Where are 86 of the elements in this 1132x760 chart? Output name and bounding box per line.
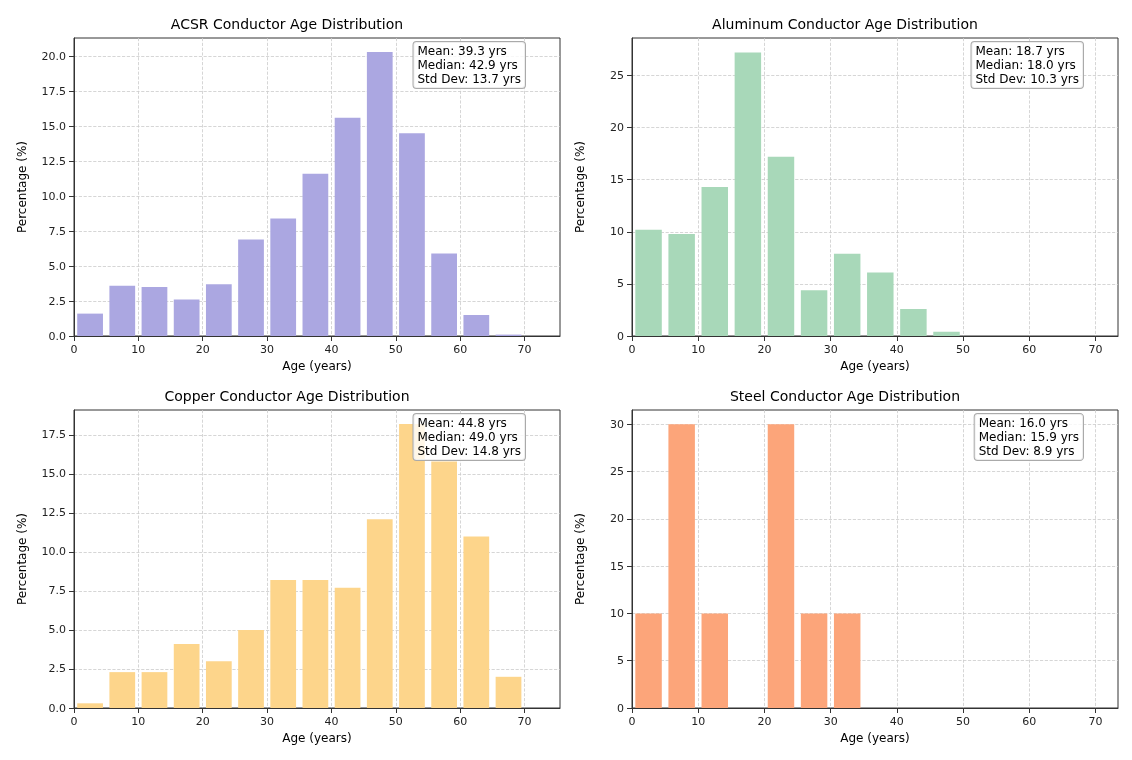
x-tick-label: 20	[195, 715, 210, 728]
annotation: Std Dev: 13.7 yrs	[417, 72, 521, 86]
chart-title: Steel Conductor Age Distribution	[729, 388, 961, 404]
x-tick-label: 50	[388, 343, 403, 356]
x-tick-label: 40	[324, 715, 339, 728]
y-tick-label: 5.0	[48, 259, 66, 273]
y-tick-label: 30	[610, 417, 624, 431]
x-tick-label: 60	[453, 343, 468, 356]
y-tick-label: 0.0	[48, 701, 66, 715]
x-tick-label: 0	[70, 715, 78, 728]
y-tick-label: 17.5	[41, 84, 66, 98]
chart-title: ACSR Conductor Age Distribution	[170, 16, 404, 32]
y-tick-label: 10	[610, 606, 624, 620]
y-tick-label: 25	[610, 69, 624, 83]
y-tick-label: 25	[610, 464, 624, 478]
y-tick-label: 7.5	[48, 224, 66, 238]
x-tick-label: 60	[1022, 343, 1037, 356]
x-tick-label: 50	[956, 343, 971, 356]
annotation: Mean: 44.8 yrs	[417, 416, 507, 430]
x-tick-label: 0	[70, 343, 78, 356]
annotation: Median: 15.9 yrs	[978, 430, 1079, 444]
y-axis-title: Percentage (%)	[573, 512, 587, 606]
y-tick-label: 10.0	[41, 189, 66, 203]
y-tick-label: 15	[610, 173, 624, 187]
y-tick-label: 20.0	[41, 49, 66, 63]
chart-title: Copper Conductor Age Distribution	[164, 388, 410, 404]
x-tick-label: 0	[628, 715, 636, 728]
y-tick-label: 0.0	[48, 329, 66, 343]
x-tick-label: 10	[691, 715, 706, 728]
y-tick-label: 17.5	[41, 428, 66, 442]
y-tick-label: 10.0	[41, 545, 66, 559]
y-axis-title: Percentage (%)	[573, 140, 587, 234]
x-tick-label: 20	[757, 715, 772, 728]
y-axis-title: Percentage (%)	[15, 512, 29, 606]
x-tick-label: 10	[131, 343, 146, 356]
y-tick-label: 5	[617, 277, 624, 291]
chart-title: Aluminum Conductor Age Distribution	[712, 16, 978, 32]
y-tick-label: 5	[617, 654, 624, 668]
x-tick-label: 70	[517, 715, 532, 728]
x-tick-label: 10	[131, 715, 146, 728]
y-tick-label: 5.0	[48, 623, 66, 637]
x-tick-label: 30	[823, 715, 838, 728]
x-tick-label: 50	[388, 715, 403, 728]
annotation: Std Dev: 8.9 yrs	[978, 444, 1075, 458]
x-tick-label: 20	[757, 343, 772, 356]
x-tick-label: 70	[1088, 715, 1103, 728]
annotation: Median: 42.9 yrs	[417, 58, 518, 72]
x-tick-label: 40	[889, 715, 904, 728]
x-tick-label: 40	[889, 343, 904, 356]
x-tick-label: 60	[453, 715, 468, 728]
annotation: Median: 49.0 yrs	[417, 430, 518, 444]
y-tick-label: 15.0	[41, 119, 66, 133]
y-tick-label: 10	[610, 225, 624, 239]
x-tick-label: 30	[260, 343, 275, 356]
x-axis-title: Age (years)	[282, 358, 352, 373]
x-tick-label: 70	[1088, 343, 1103, 356]
annotation: Mean: 16.0 yrs	[978, 416, 1069, 430]
y-tick-label: 20	[610, 512, 624, 526]
x-tick-label: 30	[260, 715, 275, 728]
x-tick-label: 40	[324, 343, 339, 356]
x-tick-label: 60	[1022, 715, 1037, 728]
x-tick-label: 70	[517, 343, 532, 356]
y-tick-label: 2.5	[48, 662, 66, 676]
annotation: Std Dev: 10.3 yrs	[975, 72, 1079, 86]
x-tick-label: 50	[956, 715, 971, 728]
y-tick-label: 0	[617, 701, 624, 715]
y-tick-label: 15.0	[41, 467, 66, 481]
annotation: Std Dev: 14.8 yrs	[417, 444, 521, 458]
y-tick-label: 12.5	[41, 506, 66, 520]
annotation: Mean: 18.7 yrs	[975, 44, 1065, 58]
y-axis-title: Percentage (%)	[15, 140, 29, 234]
y-tick-label: 2.5	[48, 294, 66, 308]
y-tick-label: 7.5	[48, 584, 66, 598]
y-tick-label: 20	[610, 121, 624, 135]
x-axis-title: Age (years)	[282, 730, 352, 745]
x-axis-title: Age (years)	[840, 730, 910, 745]
x-tick-label: 20	[195, 343, 210, 356]
x-tick-label: 30	[823, 343, 838, 356]
annotation: Median: 18.0 yrs	[975, 58, 1076, 72]
x-axis-title: Age (years)	[840, 358, 910, 373]
x-tick-label: 10	[691, 343, 706, 356]
y-tick-label: 12.5	[41, 154, 66, 168]
annotation: Mean: 39.3 yrs	[417, 44, 507, 58]
y-tick-label: 15	[610, 559, 624, 573]
y-tick-label: 0	[617, 329, 624, 343]
x-tick-label: 0	[628, 343, 636, 356]
